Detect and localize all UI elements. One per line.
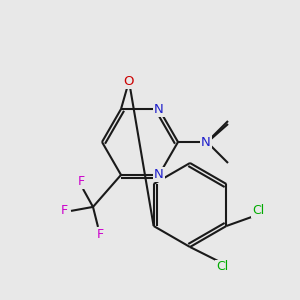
Text: N: N xyxy=(154,168,164,182)
Text: Cl: Cl xyxy=(252,203,265,217)
Text: F: F xyxy=(60,204,68,218)
Text: O: O xyxy=(124,75,134,88)
Text: Cl: Cl xyxy=(216,260,228,274)
Text: F: F xyxy=(96,228,103,242)
Text: N: N xyxy=(201,136,211,148)
Text: F: F xyxy=(77,176,85,188)
Text: N: N xyxy=(154,103,164,116)
